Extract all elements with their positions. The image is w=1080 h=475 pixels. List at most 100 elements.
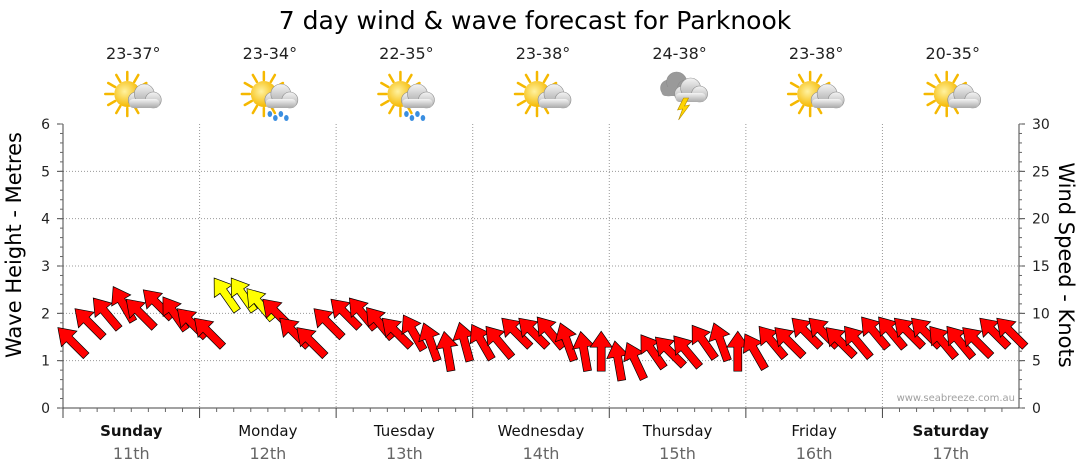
wind-arrow [589, 330, 613, 372]
left-tick-label: 4 [41, 212, 50, 228]
day-temperature: 22-35° [379, 44, 434, 63]
wind-arrow [501, 317, 534, 350]
sun-ray [106, 99, 117, 107]
wind-arrow [774, 327, 807, 360]
right-tick-label: 10 [1032, 306, 1050, 322]
wind-arrow-shape [57, 327, 90, 360]
right-tick-label: 30 [1032, 117, 1050, 133]
wind-arrow [554, 322, 579, 363]
wind-arrow [996, 317, 1029, 350]
wind-arrow [435, 330, 459, 372]
day-date-label: 16th [796, 444, 833, 463]
wind-arrow [606, 340, 630, 382]
sun-ray [251, 73, 259, 84]
chart-title: 7 day wind & wave forecast for Parknook [279, 6, 792, 35]
rain-drop [267, 111, 273, 117]
day-name-label: Wednesday [498, 422, 585, 440]
sun-cloud-rain-icon [240, 70, 299, 121]
wind-arrow-shape [774, 327, 807, 360]
sun-ray [789, 99, 800, 107]
wind-arrow-shape [469, 323, 496, 362]
sun-ray [789, 81, 800, 89]
sun-ray [380, 99, 390, 107]
wind-arrow-shape [194, 317, 227, 350]
wind-arrow-shape [893, 317, 926, 350]
sun-ray [934, 73, 941, 84]
wind-arrow-shape [825, 327, 858, 360]
wind-arrow [893, 317, 926, 350]
right-tick-label: 5 [1032, 354, 1041, 370]
sun-ray [115, 73, 122, 84]
sun-ray [797, 73, 805, 84]
rain-drop [420, 115, 426, 121]
day-date-label: 14th [523, 444, 560, 463]
wind-arrow-shape [213, 277, 241, 314]
sun-ray [926, 99, 936, 107]
sun-ray [406, 73, 413, 84]
wind-arrow [640, 334, 668, 371]
sun-ray [388, 73, 395, 84]
wind-arrow [861, 316, 891, 351]
sun-cloud-icon [513, 70, 572, 118]
wind-arrow-shape [554, 322, 579, 363]
wind-arrow [92, 297, 123, 332]
day-labels: Sunday 11th Monday 12th Tuesday 13th Wednesday… [100, 422, 989, 463]
wind-arrow [518, 317, 551, 350]
sun-ray [542, 73, 550, 84]
day-name-label: Saturday [913, 422, 990, 440]
wind-arrow [74, 308, 107, 341]
wind-arrow [691, 324, 719, 361]
wind-arrow-shape [861, 316, 891, 351]
rain-drop [404, 111, 409, 117]
cloud-base [129, 99, 160, 108]
sun-ray [115, 104, 122, 115]
sun-ray [934, 104, 941, 115]
wind-arrow [654, 336, 687, 369]
sun-ray [926, 81, 936, 89]
wind-arrow [194, 317, 227, 350]
wind-arrow [418, 322, 442, 363]
left-tick-label: 0 [41, 401, 50, 417]
sun-ray [516, 99, 527, 107]
cloud-base [948, 99, 979, 108]
day-name-label: Tuesday [373, 422, 435, 440]
left-tick-label: 1 [41, 354, 50, 370]
day-name-label: Sunday [100, 422, 163, 440]
left-tick-label: 6 [41, 117, 50, 133]
wind-arrow-shape [485, 325, 516, 361]
wind-arrow-shape [844, 325, 874, 361]
day-date-label: 15th [659, 444, 696, 463]
day-name-label: Monday [238, 422, 297, 440]
wind-arrow-shape [654, 336, 687, 369]
wind-arrow [929, 325, 960, 361]
right-tick-label: 20 [1032, 212, 1050, 228]
left-tick-label: 5 [41, 164, 50, 180]
sun-ray [815, 73, 823, 84]
left-tick-label: 3 [41, 259, 50, 275]
wind-arrow-shape [606, 340, 630, 382]
wind-arrow [213, 277, 241, 314]
wind-arrow-shape [518, 317, 551, 350]
sun-ray [269, 73, 277, 84]
rain-drop [409, 115, 415, 121]
cloud-base [675, 93, 706, 102]
wind-arrow-shape [92, 297, 123, 332]
wind-arrow-shape [979, 317, 1012, 350]
rain-drop [273, 115, 278, 121]
day-temperature: 23-37° [106, 44, 161, 63]
wind-arrow-shape [878, 316, 908, 351]
sun-ray [106, 81, 117, 89]
sun-cloud-icon [923, 70, 982, 118]
day-date-label: 17th [932, 444, 969, 463]
wind-arrow-shape [74, 308, 107, 341]
wind-arrow-shape [726, 330, 750, 372]
wind-arrow [57, 327, 90, 360]
day-forecast-header: 23-37° 23-34° 22-35° 23-38° 24-38° 23-38° 20-3… [104, 44, 982, 121]
left-tick-label: 2 [41, 306, 50, 322]
wind-arrows [57, 277, 1029, 382]
cloud-base [265, 99, 296, 108]
day-temperature: 24-38° [652, 44, 707, 63]
rain-drop [278, 111, 284, 117]
right-tick-label: 15 [1032, 259, 1050, 275]
